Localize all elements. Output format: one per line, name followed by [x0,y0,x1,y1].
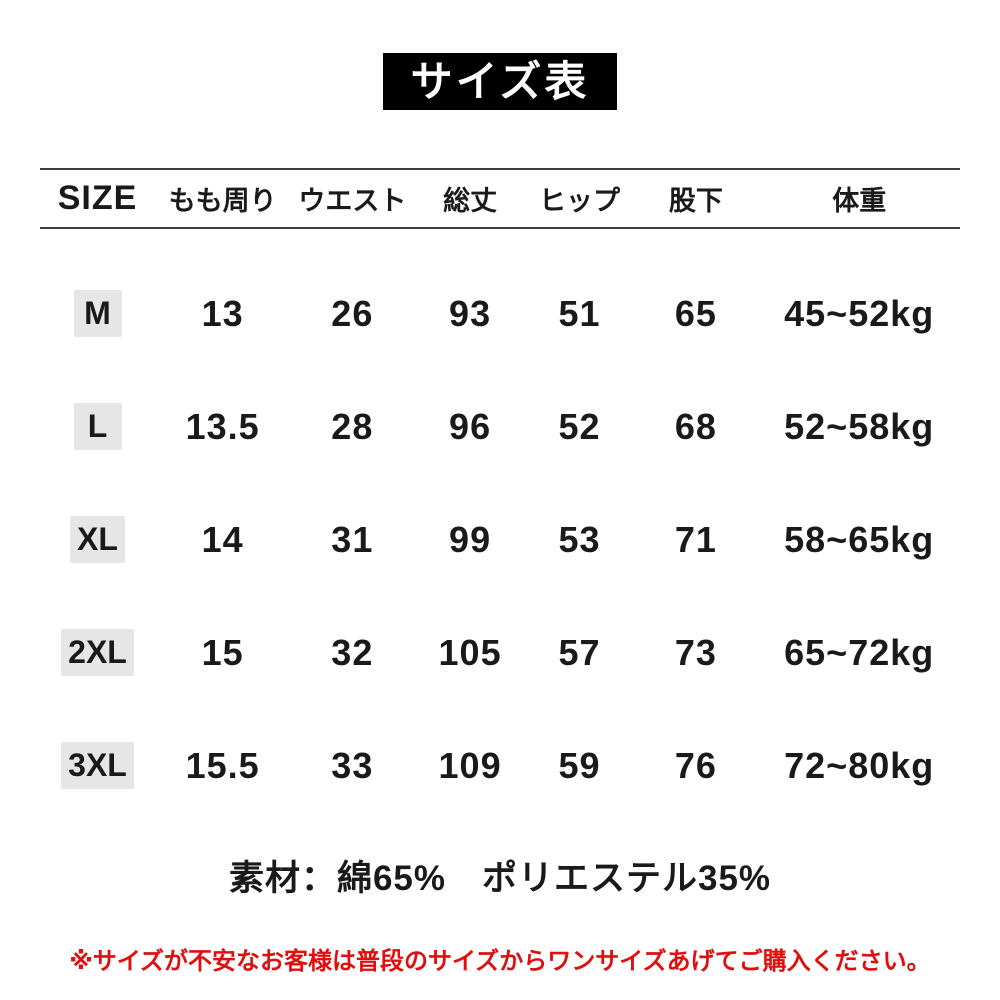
column-header-thigh: もも周り [168,186,277,216]
column-header-size: SIZE [57,179,138,217]
material-note: 素材：綿65% ポリエステル35% [228,859,772,898]
value-cell-inseam: 76 [674,744,717,786]
value-cell-waist: 32 [331,631,374,673]
value-cell-length: 99 [449,518,492,560]
value-cell-hip: 52 [558,405,601,447]
value-cell-weight: 65~72kg [784,631,935,673]
value-cell-weight: 45~52kg [784,292,935,334]
column-header-inseam: 股下 [668,186,723,216]
value-cell-thigh: 13 [201,292,244,334]
value-cell-weight: 72~80kg [784,744,935,786]
value-cell-thigh: 15 [201,631,244,673]
value-cell-inseam: 73 [674,631,717,673]
table-body: M 13 26 93 51 65 45~52kg L 13.5 28 96 52… [40,229,960,822]
column-header-weight: 体重 [832,186,887,216]
table-row-m: M 13 26 93 51 65 45~52kg [40,257,960,370]
value-cell-hip: 53 [558,518,601,560]
page-title: サイズ表 [382,53,618,110]
value-cell-length: 109 [438,744,502,786]
table-row-xl: XL 14 31 99 53 71 58~65kg [40,483,960,596]
table-header-row: SIZE もも周り ウエスト 総丈 ヒップ 股下 体重 [40,168,960,229]
size-caution-note: ※サイズが不安なお客様は普段のサイズからワンサイズあげてご購入ください。 [69,948,931,975]
size-chip: XL [70,516,125,563]
table-row-3xl: 3XL 15.5 33 109 59 76 72~80kg [40,709,960,822]
table-row-2xl: 2XL 15 32 105 57 73 65~72kg [40,596,960,709]
value-cell-inseam: 68 [674,405,717,447]
value-cell-inseam: 65 [674,292,717,334]
size-chip: M [73,290,122,337]
value-cell-waist: 28 [331,405,374,447]
value-cell-waist: 33 [331,744,374,786]
column-header-length: 総丈 [443,186,498,216]
title-banner: サイズ表 [0,53,1000,110]
value-cell-thigh: 14 [201,518,244,560]
size-chip: L [73,403,122,450]
value-cell-length: 93 [449,292,492,334]
size-chip: 2XL [61,629,134,676]
column-header-waist: ウエスト [298,186,407,216]
value-cell-thigh: 13.5 [185,405,260,447]
value-cell-hip: 51 [558,292,601,334]
value-cell-weight: 58~65kg [784,518,935,560]
column-header-hip: ヒップ [539,186,621,216]
size-chip: 3XL [61,742,134,789]
value-cell-length: 96 [449,405,492,447]
value-cell-hip: 59 [558,744,601,786]
value-cell-thigh: 15.5 [185,744,260,786]
value-cell-waist: 31 [331,518,374,560]
value-cell-length: 105 [438,631,502,673]
table-row-l: L 13.5 28 96 52 68 52~58kg [40,370,960,483]
value-cell-weight: 52~58kg [784,405,935,447]
value-cell-waist: 26 [331,292,374,334]
value-cell-hip: 57 [558,631,601,673]
size-table: SIZE もも周り ウエスト 総丈 ヒップ 股下 体重 M 13 26 93 5… [40,168,960,822]
value-cell-inseam: 71 [674,518,717,560]
